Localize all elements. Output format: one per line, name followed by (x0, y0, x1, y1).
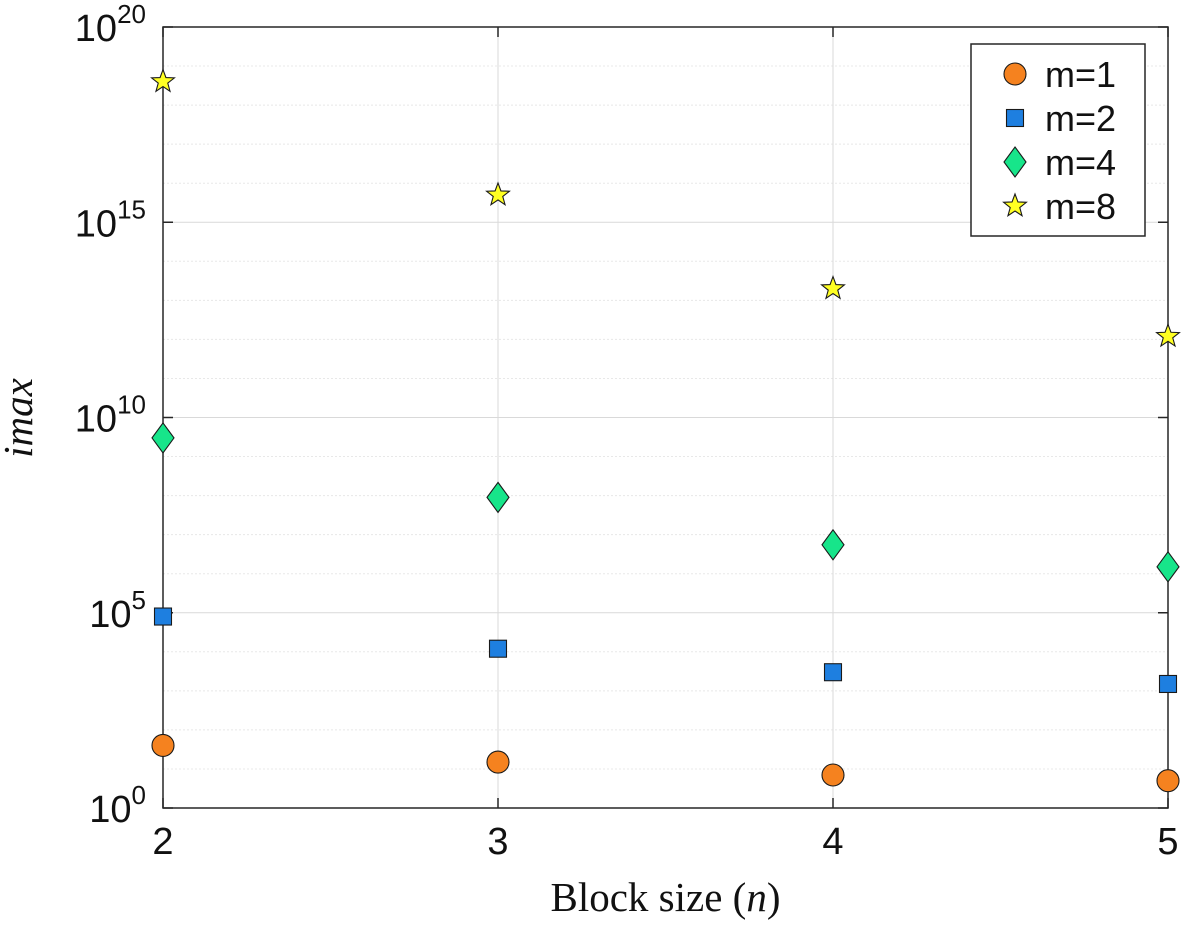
legend: m=1m=2m=4m=8 (970, 43, 1146, 237)
data-point-circle (151, 733, 175, 757)
x-axis-label-suffix: ) (767, 874, 781, 920)
legend-label: m=4 (1045, 142, 1116, 183)
legend-marker-circle (1003, 62, 1027, 86)
legend-entry: m=2 (1005, 98, 1116, 139)
legend-entry: m=8 (1002, 186, 1116, 227)
series-m=8 (150, 68, 1181, 348)
y-axis-label: imax (0, 378, 41, 458)
legend-marker-square (1005, 108, 1025, 128)
data-point-circle (486, 750, 510, 774)
y-tick-label: 1010 (75, 390, 146, 441)
legend-entry: m=1 (1003, 54, 1116, 95)
data-point-star (820, 275, 846, 300)
series-m=2 (153, 607, 1178, 694)
x-axis-label: Block size (n) (551, 874, 781, 920)
y-tick-label: 100 (89, 780, 146, 831)
data-point-star (150, 68, 176, 93)
legend-label: m=1 (1045, 54, 1116, 95)
x-tick-labels: 2 3 4 5 (152, 27, 1179, 863)
data-point-circle (1156, 769, 1180, 793)
legend-label: m=2 (1045, 98, 1116, 139)
data-point-diamond (486, 481, 510, 514)
data-point-star (1155, 322, 1181, 348)
x-tick-label: 2 (152, 821, 173, 863)
data-markers (150, 68, 1181, 793)
legend-marker-star (1002, 192, 1028, 217)
y-tick-label: 1020 (75, 0, 146, 50)
series-m=1 (151, 733, 1180, 793)
data-point-star (485, 181, 511, 206)
data-point-circle (821, 763, 845, 787)
y-tick-label: 105 (89, 585, 146, 636)
data-point-diamond (1156, 550, 1180, 583)
legend-entry: m=4 (1003, 142, 1116, 183)
data-point-square (823, 663, 843, 682)
y-tick-labels: 100 105 1010 1015 1020 (75, 0, 1168, 831)
x-tick-label: 3 (487, 821, 508, 863)
series-m=4 (151, 421, 1180, 583)
x-tick-label: 5 (1157, 821, 1178, 863)
x-tick-label: 4 (822, 821, 843, 863)
x-axis-label-variable: n (746, 874, 767, 920)
x-axis-label-prefix: Block size ( (551, 874, 747, 920)
y-tick-label: 1015 (75, 194, 146, 245)
legend-marker-diamond (1003, 146, 1027, 178)
data-point-square (488, 639, 508, 658)
data-point-square (153, 607, 173, 626)
legend-label: m=8 (1045, 186, 1116, 227)
data-point-diamond (821, 528, 845, 561)
data-point-square (1158, 674, 1178, 694)
data-point-diamond (151, 421, 175, 454)
legend-box (970, 43, 1146, 237)
